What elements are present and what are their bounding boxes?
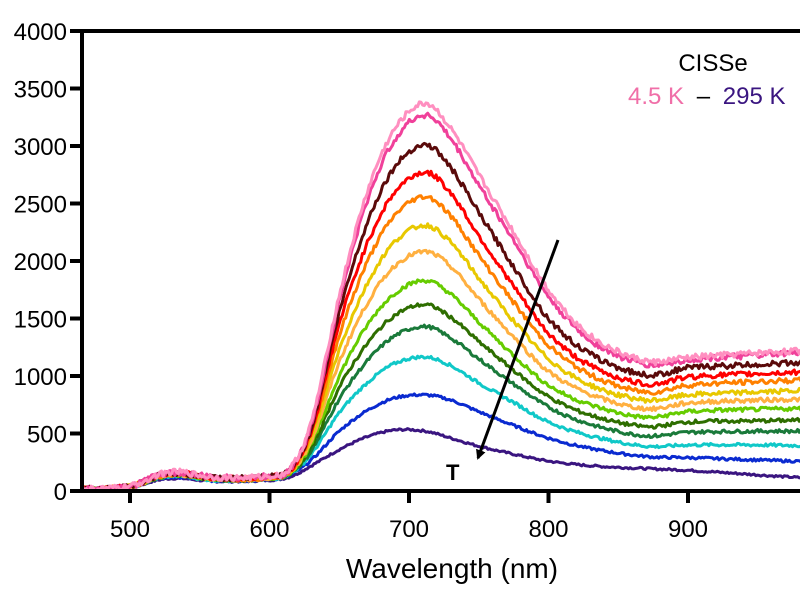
- legend-range-sep: –: [697, 83, 711, 110]
- legend-range: 4.5 K – 295 K: [628, 83, 785, 110]
- temperature-arrow: T: [446, 239, 560, 485]
- x-tick-label: 700: [389, 516, 429, 543]
- temperature-label: T: [446, 460, 460, 485]
- arrow-icon: [476, 239, 560, 460]
- y-tick-label: 0: [54, 479, 67, 506]
- y-tick-label: 1000: [14, 364, 67, 391]
- y-tick-label: 2500: [14, 192, 67, 219]
- x-ticks: 5006007008009001000: [110, 491, 708, 543]
- y-tick-label: 3000: [14, 134, 67, 161]
- y-tick-label: 4000: [14, 19, 67, 46]
- series-line-12: [81, 427, 800, 492]
- y-tick-label: 2000: [14, 249, 67, 276]
- x-tick-label: 500: [110, 516, 150, 543]
- x-tick-label: 800: [528, 516, 568, 543]
- y-ticks: 0 500 1000 1500 2000 2500 3000 3500 4000: [14, 19, 82, 506]
- legend-range-start: 4.5 K: [628, 83, 684, 110]
- series-line-0: [80, 100, 800, 493]
- series-line-4: [80, 194, 800, 493]
- y-tick-label: 500: [27, 422, 67, 449]
- legend-range-end: 295 K: [723, 83, 786, 110]
- y-tick-label: 1500: [14, 307, 67, 334]
- x-tick-label: 600: [249, 516, 289, 543]
- legend-title: CISSe: [678, 50, 747, 77]
- legend: CISSe 4.5 K – 295 K: [628, 50, 785, 110]
- series-line-9: [80, 323, 800, 492]
- x-axis-title: Wavelength (nm): [346, 553, 558, 584]
- x-tick-label: 900: [668, 516, 708, 543]
- y-tick-label: 3500: [14, 77, 67, 104]
- series-line-2: [80, 141, 800, 493]
- series-lines: [79, 100, 800, 493]
